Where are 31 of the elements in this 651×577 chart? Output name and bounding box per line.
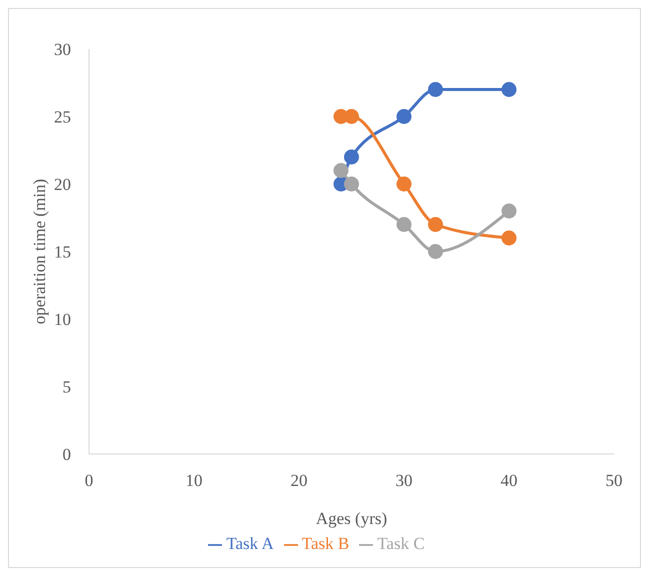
y-tick-label: 10 [54, 310, 71, 330]
x-tick-label: 30 [396, 471, 412, 490]
y-tick-label: 15 [54, 242, 71, 262]
x-tick-label: 50 [606, 471, 622, 490]
y-tick-label: 5 [62, 378, 71, 397]
y-tick-label: 0 [62, 445, 71, 464]
y-axis-title: operaition time (min) [30, 178, 50, 324]
x-axis-title: Ages (yrs) [316, 509, 388, 528]
point [502, 230, 516, 246]
legend-label: Task A [226, 534, 274, 553]
y-tick-label: 30 [54, 40, 71, 60]
legend-label: Task C [377, 534, 425, 553]
point [428, 82, 443, 97]
legend-label: Task B [302, 534, 350, 553]
point [502, 82, 516, 97]
point [396, 217, 412, 232]
point [334, 163, 348, 178]
point [396, 176, 412, 192]
point [428, 217, 443, 232]
y-tick-label: 25 [54, 108, 71, 127]
y-tick-label: 20 [54, 175, 71, 194]
x-tick-label: 40 [500, 471, 518, 490]
x-tick-label: 10 [186, 471, 202, 490]
point [344, 109, 359, 124]
point [428, 244, 443, 259]
x-tick-label: 0 [84, 471, 94, 490]
point [344, 176, 359, 192]
point [502, 204, 516, 218]
x-tick-label: 20 [290, 471, 308, 490]
point [344, 150, 359, 164]
point [396, 109, 412, 124]
